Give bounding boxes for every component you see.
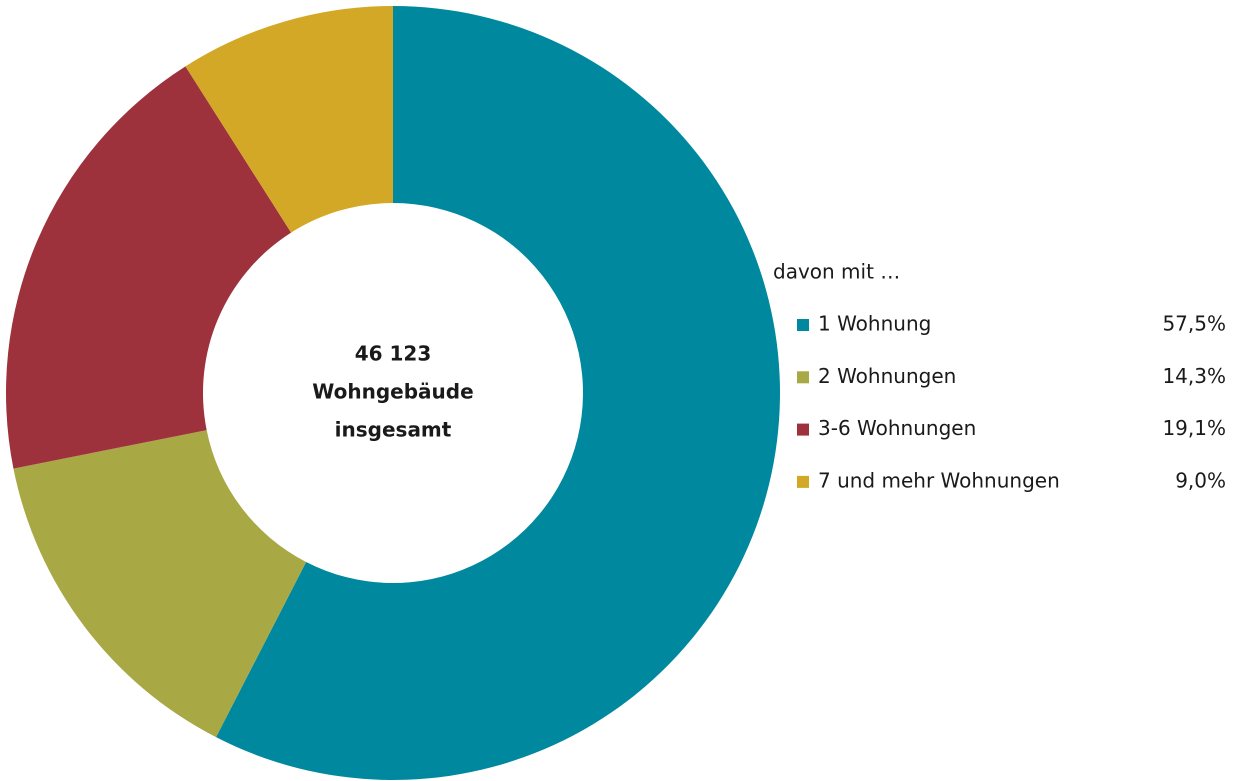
slice: [6, 66, 292, 469]
legend-label: 1 Wohnung: [818, 312, 931, 336]
legend-swatch: [797, 371, 809, 384]
center-text: 46 123: [355, 342, 432, 366]
legend-swatch: [797, 319, 809, 331]
legend-swatch: [797, 475, 809, 488]
legend-label: 2 Wohnungen: [818, 364, 956, 388]
legend-title: davon mit …: [773, 260, 900, 284]
slice: [216, 6, 780, 781]
legend-value: 14,3%: [1162, 364, 1226, 388]
center-text: Wohngebäude: [312, 380, 473, 404]
slice: [13, 430, 307, 738]
legend-label: 7 und mehr Wohnungen: [818, 468, 1060, 492]
center-text: insgesamt: [335, 418, 452, 442]
legend-label: 3-6 Wohnungen: [818, 416, 976, 440]
legend-value: 19,1%: [1162, 416, 1226, 440]
slice: [185, 6, 393, 233]
legend-value: 9,0%: [1175, 468, 1226, 492]
legend-swatch: [797, 423, 809, 436]
legend-value: 57,5%: [1162, 312, 1226, 336]
donut: [6, 6, 780, 781]
